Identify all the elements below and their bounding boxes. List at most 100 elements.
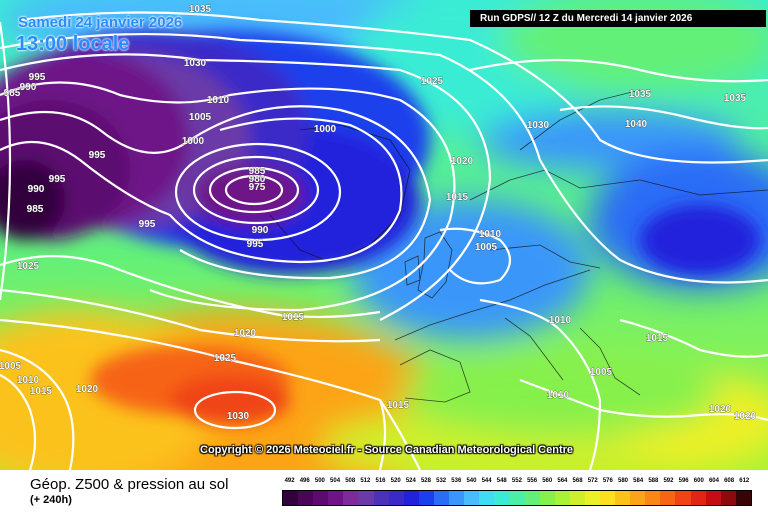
scale-swatch [433,491,450,505]
isobar-label: 1020 [709,404,732,415]
scale-swatch [403,491,419,505]
scale-label: 604 [708,478,719,484]
scale-label: 588 [648,478,659,484]
scale-swatch [569,491,585,505]
scale-swatch [524,491,540,505]
scale-label: 576 [602,478,613,484]
copyright: Copyright © 2026 Meteociel.fr - Source C… [200,444,574,456]
isobar-label: 1040 [625,119,648,130]
scale-swatch [720,491,736,505]
scale-swatch [298,491,314,505]
scale-label: 568 [572,478,583,484]
scale-label: 516 [375,478,386,484]
scale-swatch [418,491,434,505]
isobar-label: 995 [29,72,46,83]
scale-swatch [645,491,661,505]
scale-swatch [358,491,374,505]
scale-label: 536 [451,478,462,484]
legend-title: Géop. Z500 & pression au sol [30,476,229,493]
isobar-label: 1030 [227,411,250,422]
isobar-label: 1000 [314,124,337,135]
scale-label: 512 [360,478,371,484]
isobar-label: 1030 [527,120,550,131]
scale-swatch [479,491,495,505]
isobar-label: 1015 [646,333,669,344]
scale-swatch [343,491,359,505]
isobar-label: 990 [28,184,45,195]
isobar-label: 995 [139,219,156,230]
scale-label: 552 [511,478,522,484]
legend-subtitle: (+ 240h) [30,494,72,506]
isobar-label: 1035 [724,93,747,104]
isobar-label: 1010 [207,95,230,106]
scale-label: 492 [284,478,295,484]
isobar-label: 1005 [590,367,613,378]
isobar-label: 995 [89,150,106,161]
isobar-label: 1020 [734,411,757,422]
isobar-label: 1005 [189,112,212,123]
isobar-label: 1025 [214,353,237,364]
scale-swatch [494,491,510,505]
scale-swatch [464,491,480,505]
isobar-label: 980 [249,174,266,185]
isobar-label: 1010 [479,229,502,240]
scale-label: 600 [693,478,704,484]
isobar-label: 995 [247,239,264,250]
scale-label: 580 [618,478,629,484]
scale-label: 564 [557,478,568,484]
isobar-label: 1035 [189,4,212,15]
scale-swatch [705,491,721,505]
isobar-label: 995 [49,174,66,185]
run-info: Run GDPS// 12 Z du Mercredi 14 janvier 2… [470,10,766,27]
isobar-label: 1015 [387,400,410,411]
scale-label: 540 [466,478,477,484]
scale-swatch [675,491,691,505]
scale-swatch [449,491,465,505]
isobar-label: 990 [252,225,269,236]
isobar-label: 1030 [184,58,207,69]
scale-swatch [283,491,299,505]
scale-label: 520 [390,478,401,484]
scale-label: 544 [481,478,492,484]
scale-label: 504 [330,478,341,484]
scale-label: 548 [496,478,507,484]
weather-map: 1035 1030 995 990 985 1010 1005 1000 1000 995 995 9… [0,0,768,470]
isobar-label: 990 [20,82,37,93]
isobar-label: 1005 [0,361,22,372]
scale-swatch [328,491,344,505]
isobar-label: 985 [27,204,44,215]
map-canvas: 1035103099599098510101005100010009959959… [0,0,768,470]
scale-swatch [615,491,631,505]
scale-swatch [554,491,570,505]
scale-swatch [735,491,751,505]
scale-swatch [313,491,329,505]
valid-date: Samedi 24 janvier 2026 [18,14,183,31]
scale-label: 500 [314,478,325,484]
scale-swatch [630,491,646,505]
isobar-label: 985 [4,88,21,99]
isobar-label: 1020 [76,384,99,395]
local-time: 13:00 locale [16,33,130,55]
scale-label: 496 [299,478,310,484]
isobar-label: 1020 [234,328,257,339]
isobar-label: 1020 [451,156,474,167]
isobar-label: 1005 [475,242,498,253]
color-scale: 492 496 500 504 508 512 516 520 524 528 532 536 540 5… [282,478,752,508]
scale-swatch [388,491,404,505]
scale-swatch [509,491,525,505]
scale-label: 508 [345,478,356,484]
isobar-label: 1010 [547,390,570,401]
isobar-label: 1010 [549,315,572,326]
scale-label: 556 [527,478,538,484]
scale-label: 596 [678,478,689,484]
isobar-label: 1015 [282,312,305,323]
scale-label: 528 [420,478,431,484]
scale-label: 592 [663,478,674,484]
isobar-label: 1015 [30,386,53,397]
scale-swatch [539,491,555,505]
pressure-labels: 1035103099599098510101005100010009959959… [0,4,757,423]
scale-label: 608 [724,478,735,484]
scale-bar [282,490,752,506]
isobar-label: 1035 [629,89,652,100]
scale-label: 560 [542,478,553,484]
